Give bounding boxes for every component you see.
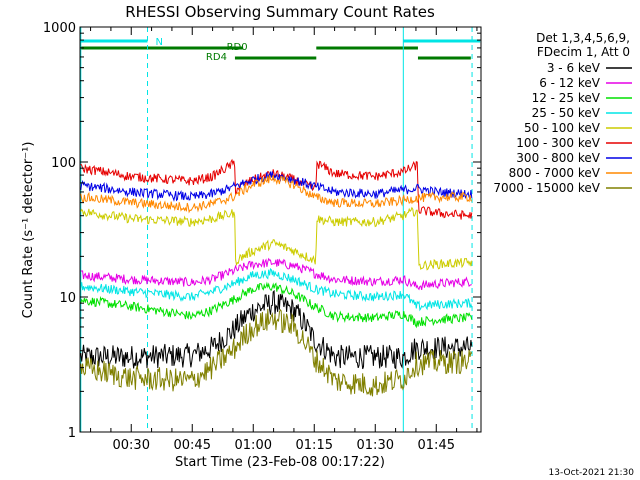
series-50-100-kev (80, 206, 473, 271)
y-axis: 1 10 100 1000 (43, 21, 481, 441)
series-6-12-kev (80, 257, 472, 291)
series-lines (80, 158, 473, 397)
legend-label-100-300-kev: 100 - 300 keV (516, 136, 600, 150)
plot-frame (79, 26, 482, 433)
y-tick-label: 10 (59, 291, 76, 306)
series-800-7000-kev (80, 174, 473, 214)
y-tick-label: 1000 (43, 21, 76, 36)
state-bar-label-rd0: RD0 (227, 42, 248, 53)
legend-label-800-7000-kev: 800 - 7000 keV (509, 166, 601, 180)
legend-label-300-800-kev: 300 - 800 keV (516, 151, 600, 165)
legend-header-line-2: FDecim 1, Att 0 (537, 45, 630, 59)
legend-label-25-50-kev: 25 - 50 keV (532, 106, 601, 120)
legend-label-50-100-kev: 50 - 100 keV (524, 121, 601, 135)
x-tick-label: 01:15 (296, 438, 333, 453)
legend-header-line-1: Det 1,3,4,5,6,9, (536, 31, 630, 45)
x-axis-label: Start Time (23-Feb-08 00:17:22) (175, 455, 385, 470)
series-25-50-kev (80, 267, 473, 312)
legend-label-7000-15000-kev: 7000 - 15000 keV (493, 181, 600, 195)
x-tick-label: 01:30 (357, 438, 394, 453)
state-bar-label-n: N (156, 37, 163, 48)
series-7000-15000-kev (80, 308, 473, 397)
legend-label-3-6-kev: 3 - 6 keV (547, 61, 601, 75)
series-300-800-kev (80, 171, 473, 202)
series-12-25-kev (80, 281, 473, 329)
y-axis-label: Count Rate (s⁻¹ detector⁻¹) (21, 142, 36, 319)
timestamp: 13-Oct-2021 21:30 (549, 468, 635, 478)
x-tick-label: 01:00 (235, 438, 272, 453)
x-axis: 00:30 00:45 01:00 01:15 01:30 01:45 (90, 27, 478, 453)
series-3-6-kev (80, 289, 473, 370)
x-tick-label: 00:30 (113, 438, 150, 453)
x-tick-label: 01:45 (418, 438, 455, 453)
x-tick-label: 00:45 (174, 438, 211, 453)
legend-label-6-12-kev: 6 - 12 keV (539, 76, 601, 90)
state-bar-label-rd4: RD4 (206, 52, 227, 63)
y-tick-label: 100 (51, 156, 76, 171)
legend-label-12-25-kev: 12 - 25 keV (532, 91, 601, 105)
y-tick-label: 1 (68, 426, 76, 441)
legend: Det 1,3,4,5,6,9, FDecim 1, Att 0 3 - 6 k… (493, 31, 632, 195)
series-100-300-kev (80, 158, 473, 220)
chart-title: RHESSI Observing Summary Count Rates (125, 3, 435, 21)
